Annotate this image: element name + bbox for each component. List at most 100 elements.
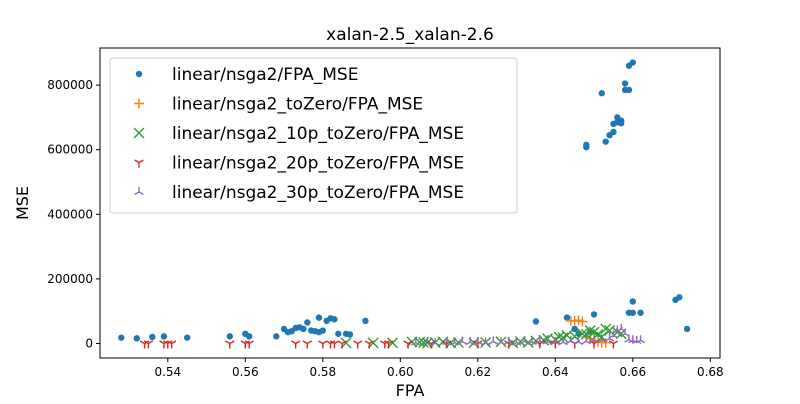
data-point: [457, 336, 468, 345]
y-tick-label: 0: [85, 336, 93, 350]
data-point: [566, 335, 576, 344]
legend: linear/nsga2/FPA_MSE linear/nsga2_toZero/…: [109, 57, 518, 214]
data-point: [304, 319, 311, 326]
data-point: [352, 340, 363, 349]
data-point: [488, 336, 499, 345]
data-point: [422, 337, 433, 346]
data-point: [635, 335, 646, 344]
x-tick-label: 0.66: [619, 365, 646, 379]
series-5: [411, 323, 646, 346]
y-tick-label: 800000: [47, 78, 93, 92]
data-point: [346, 331, 354, 338]
data-point: [637, 309, 644, 316]
x-axis-label: FPA: [396, 381, 425, 400]
data-point: [442, 336, 452, 345]
data-point: [590, 311, 598, 318]
data-point: [430, 337, 440, 346]
data-point: [597, 334, 607, 343]
data-point: [676, 294, 683, 301]
data-point: [166, 340, 177, 349]
x-tick-label: 0.64: [542, 365, 569, 379]
data-point: [581, 336, 592, 345]
data-point: [362, 317, 369, 325]
data-point: [621, 80, 629, 87]
x-tick-label: 0.62: [464, 365, 491, 379]
data-point: [300, 325, 307, 333]
data-point: [629, 59, 637, 66]
data-point: [449, 337, 460, 346]
axis-ticks: 0.54 0.56 0.58 0.60 0.62 0.64 0.66 0.68 0 200000 4…: [47, 78, 723, 379]
legend-item: linear/nsga2/FPA_MSE: [135, 65, 358, 85]
legend-marker: [134, 159, 144, 168]
data-point: [577, 316, 588, 327]
legend-label: linear/nsga2_toZero/FPA_MSE: [172, 95, 423, 115]
data-point: [583, 141, 590, 149]
plot-area: [118, 59, 691, 349]
data-point: [532, 318, 540, 325]
legend-label: linear/nsga2_30p_toZero/FPA_MSE: [172, 183, 464, 203]
y-tick-label: 600000: [47, 143, 93, 157]
data-point: [364, 340, 375, 349]
data-point: [411, 337, 421, 346]
data-point: [511, 337, 522, 346]
legend-marker: [135, 70, 143, 78]
x-tick-label: 0.60: [387, 365, 414, 379]
data-point: [315, 314, 323, 321]
data-point: [519, 336, 530, 345]
data-point: [527, 336, 537, 345]
data-point: [118, 334, 125, 341]
data-point: [319, 327, 327, 334]
data-point: [302, 340, 313, 349]
data-point: [563, 314, 571, 321]
data-point: [226, 333, 234, 340]
legend-item: linear/nsga2_20p_toZero/FPA_MSE: [134, 154, 464, 174]
data-point: [608, 340, 619, 349]
data-point: [225, 340, 235, 349]
legend-marker: [133, 127, 145, 139]
data-point: [244, 340, 254, 349]
data-point: [335, 330, 342, 337]
data-point: [183, 334, 191, 341]
data-point: [403, 340, 413, 349]
axes-frame: [99, 47, 721, 359]
data-point: [600, 337, 611, 348]
data-point: [683, 325, 691, 333]
x-tick-label: 0.68: [697, 365, 724, 379]
data-point: [504, 336, 514, 345]
y-tick-label: 200000: [47, 272, 93, 286]
y-axis-label: MSE: [13, 186, 32, 220]
data-point: [133, 335, 141, 342]
x-tick-label: 0.56: [232, 365, 259, 379]
legend-item: linear/nsga2_toZero/FPA_MSE: [134, 95, 423, 115]
data-point: [331, 316, 338, 323]
data-point: [149, 333, 156, 341]
data-point: [160, 333, 168, 340]
data-point: [383, 340, 394, 349]
legend-label: linear/nsga2_10p_toZero/FPA_MSE: [172, 124, 464, 144]
data-point: [273, 333, 280, 340]
legend-marker: [134, 98, 144, 109]
data-point: [558, 337, 568, 346]
legend-box: [109, 57, 518, 214]
data-point: [337, 340, 347, 349]
data-point: [610, 128, 617, 136]
chart-title: xalan-2.5_xalan-2.6: [326, 25, 494, 45]
data-point: [245, 333, 253, 340]
series-1: [118, 59, 691, 342]
legend-item: linear/nsga2_30p_toZero/FPA_MSE: [134, 183, 464, 203]
legend-marker: [134, 187, 144, 196]
data-point: [535, 335, 545, 344]
data-point: [480, 337, 491, 346]
data-point: [598, 90, 606, 97]
data-point: [143, 340, 154, 349]
legend-item: linear/nsga2_10p_toZero/FPA_MSE: [133, 124, 464, 144]
data-point: [584, 325, 596, 337]
data-point: [602, 138, 609, 145]
data-point: [617, 120, 625, 127]
legend-label: linear/nsga2/FPA_MSE: [172, 65, 358, 85]
data-point: [290, 340, 301, 349]
data-point: [600, 323, 612, 335]
y-tick-label: 400000: [47, 207, 93, 221]
